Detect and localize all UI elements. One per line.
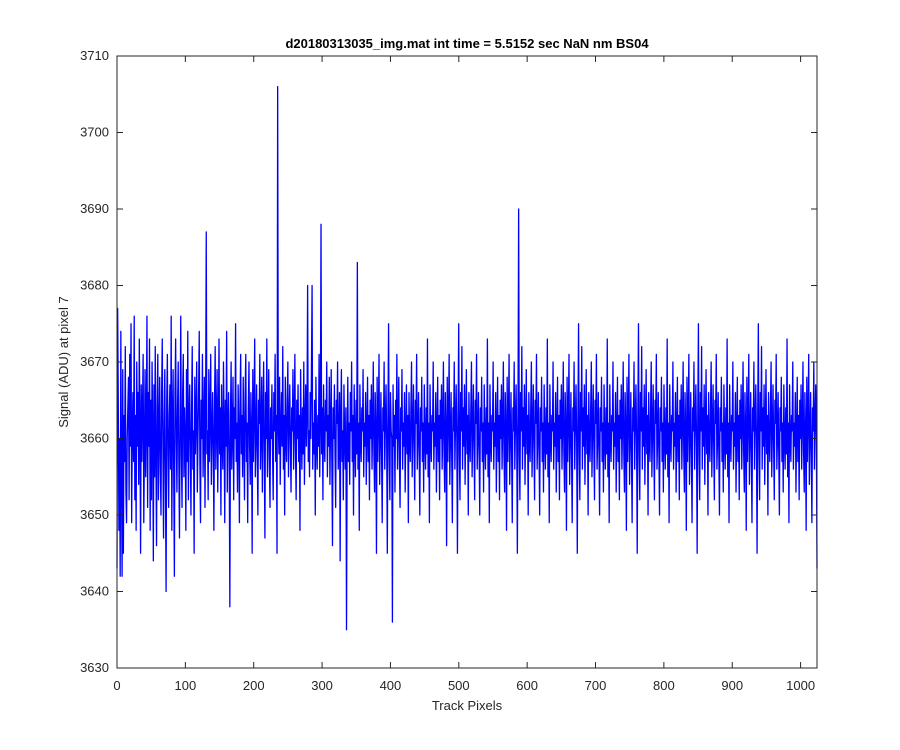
y-tick-label: 3670: [80, 354, 109, 369]
y-tick-label: 3630: [80, 660, 109, 675]
y-tick-label: 3640: [80, 584, 109, 599]
x-tick-label: 100: [175, 678, 197, 693]
y-tick-label: 3690: [80, 201, 109, 216]
x-tick-label: 800: [653, 678, 675, 693]
y-tick-label: 3650: [80, 507, 109, 522]
x-tick-label: 500: [448, 678, 470, 693]
x-tick-label: 300: [311, 678, 333, 693]
x-tick-label: 600: [516, 678, 538, 693]
x-tick-label: 1000: [786, 678, 815, 693]
ticks-layer: 0 100 200 300 400 500 600 700 800 900 1000 3630 3640…: [80, 48, 817, 693]
chart-title: d20180313035_img.mat int time = 5.5152 s…: [285, 36, 649, 51]
x-tick-label: 400: [380, 678, 402, 693]
y-tick-label: 3680: [80, 278, 109, 293]
y-tick-label: 3710: [80, 48, 109, 63]
x-axis-label: Track Pixels: [432, 698, 503, 713]
x-tick-label: 0: [113, 678, 120, 693]
y-tick-label: 3660: [80, 431, 109, 446]
x-tick-label: 200: [243, 678, 265, 693]
x-tick-label: 900: [721, 678, 743, 693]
plot-area: [117, 56, 817, 668]
series-line-0: [116, 85, 818, 631]
y-tick-label: 3700: [80, 125, 109, 140]
x-tick-label: 700: [585, 678, 607, 693]
series-layer: [116, 85, 818, 631]
y-axis-label: Signal (ADU) at pixel 7: [56, 296, 71, 428]
